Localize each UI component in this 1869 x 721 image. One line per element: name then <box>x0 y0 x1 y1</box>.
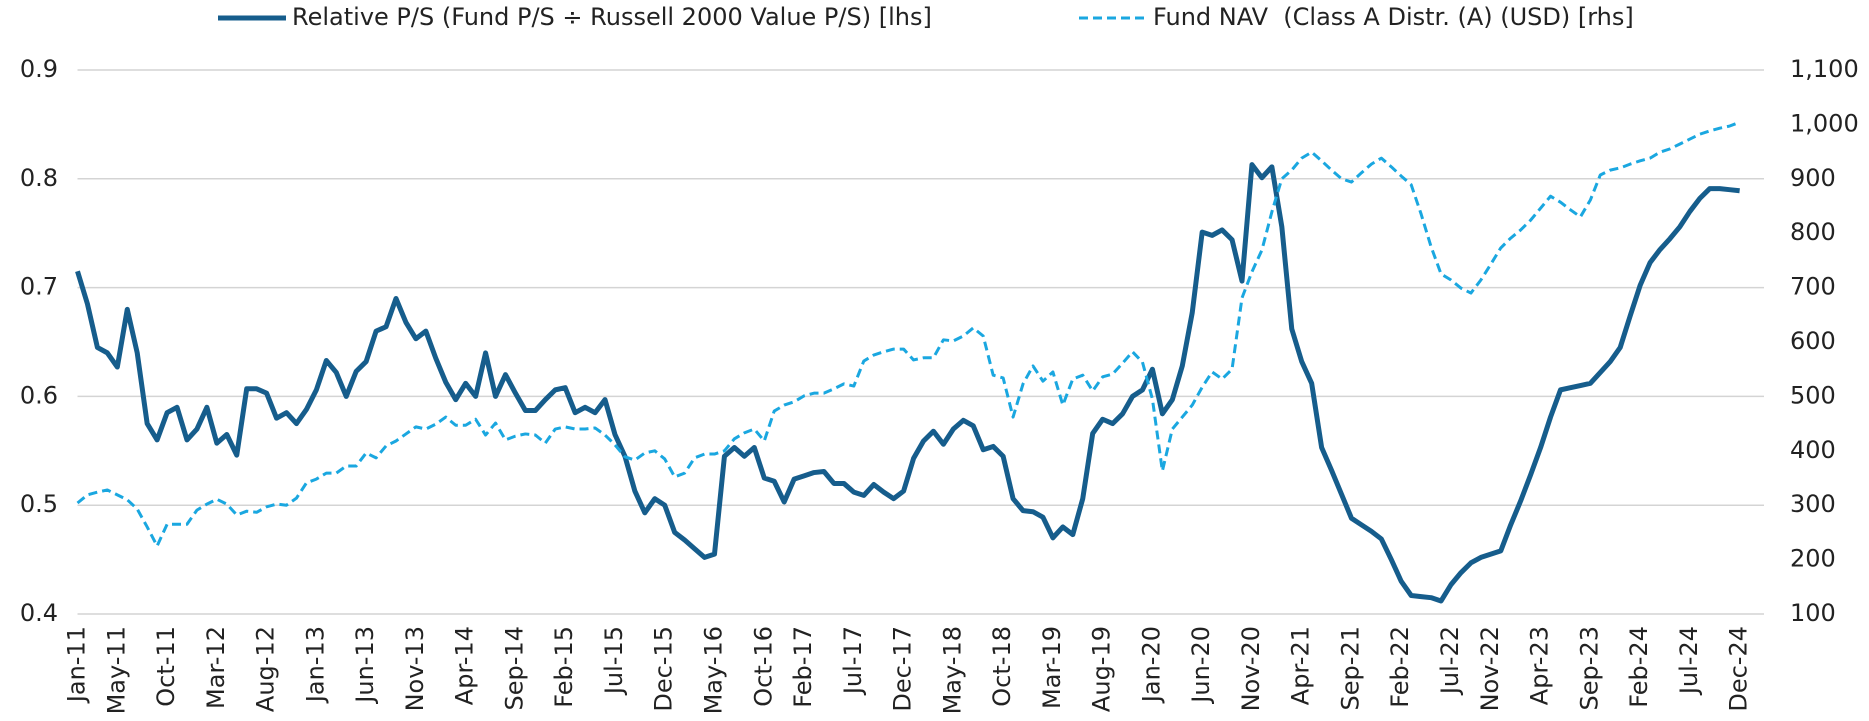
x-tick-label: Nov-20 <box>1237 626 1265 711</box>
x-tick-label: Aug-19 <box>1088 626 1116 712</box>
x-tick-label: Jul-24 <box>1675 626 1703 696</box>
x-tick-label: Jul-17 <box>839 626 867 696</box>
x-tick-label: Apr-21 <box>1287 626 1315 705</box>
x-tick-label: Jan-13 <box>301 626 329 704</box>
x-tick-label: Sep-23 <box>1575 626 1603 710</box>
x-tick-label: Dec-15 <box>650 626 678 712</box>
y2-tick-label: 300 <box>1790 490 1836 518</box>
x-tick-label: Aug-12 <box>252 626 280 712</box>
y2-tick-label: 800 <box>1790 218 1836 246</box>
y2-tick-label: 100 <box>1790 599 1836 627</box>
y2-tick-label: 700 <box>1790 273 1836 301</box>
x-tick-label: Oct-18 <box>988 626 1016 707</box>
x-tick-label: Jul-15 <box>600 626 628 696</box>
x-tick-label: Oct-16 <box>749 626 777 707</box>
x-tick-label: Mar-19 <box>1038 626 1066 709</box>
x-tick-label: Jun-13 <box>351 626 379 705</box>
x-tick-label: Jan-20 <box>1137 626 1165 704</box>
x-tick-label: Dec-24 <box>1725 626 1753 712</box>
x-tick-label: Apr-23 <box>1526 626 1554 705</box>
y2-tick-label: 1,000 <box>1790 109 1859 137</box>
x-tick-label: Feb-24 <box>1625 626 1653 708</box>
x-tick-label: May-11 <box>102 626 130 714</box>
y-tick-label: 0.6 <box>20 381 58 409</box>
y-tick-label: 0.4 <box>20 599 58 627</box>
y-tick-label: 0.7 <box>20 273 58 301</box>
y-tick-label: 0.5 <box>20 490 58 518</box>
y2-tick-label: 400 <box>1790 436 1836 464</box>
x-tick-label: Oct-11 <box>152 626 180 707</box>
y2-tick-label: 500 <box>1790 381 1836 409</box>
legend-label: Relative P/S (Fund P/S ÷ Russell 2000 Va… <box>292 3 932 31</box>
series-line <box>76 120 1741 548</box>
x-tick-label: Jul-22 <box>1436 626 1464 696</box>
x-tick-label: Nov-13 <box>401 626 429 711</box>
y2-tick-label: 1,100 <box>1790 55 1859 83</box>
y-tick-label: 0.9 <box>20 55 58 83</box>
x-tick-label: Mar-12 <box>202 626 230 709</box>
x-tick-label: Sep-14 <box>500 626 528 710</box>
y2-tick-label: 900 <box>1790 164 1836 192</box>
x-tick-label: May-18 <box>938 626 966 714</box>
x-tick-label: Apr-14 <box>451 626 479 705</box>
legend-label: Fund NAV (Class A Distr. (A) (USD) [rhs] <box>1153 3 1634 31</box>
x-tick-label: Feb-17 <box>789 626 817 708</box>
y2-tick-label: 200 <box>1790 545 1836 573</box>
x-tick-label: Feb-22 <box>1386 626 1414 708</box>
x-tick-label: Jun-20 <box>1187 626 1215 705</box>
x-tick-label: Nov-22 <box>1476 626 1504 711</box>
x-tick-label: Jan-11 <box>63 626 91 704</box>
x-tick-label: Sep-21 <box>1336 626 1364 710</box>
series-line <box>75 162 1740 604</box>
x-tick-label: Dec-17 <box>889 626 917 712</box>
x-tick-label: May-16 <box>699 626 727 714</box>
x-tick-label: Feb-15 <box>550 626 578 708</box>
y-tick-label: 0.8 <box>20 164 58 192</box>
y2-tick-label: 600 <box>1790 327 1836 355</box>
